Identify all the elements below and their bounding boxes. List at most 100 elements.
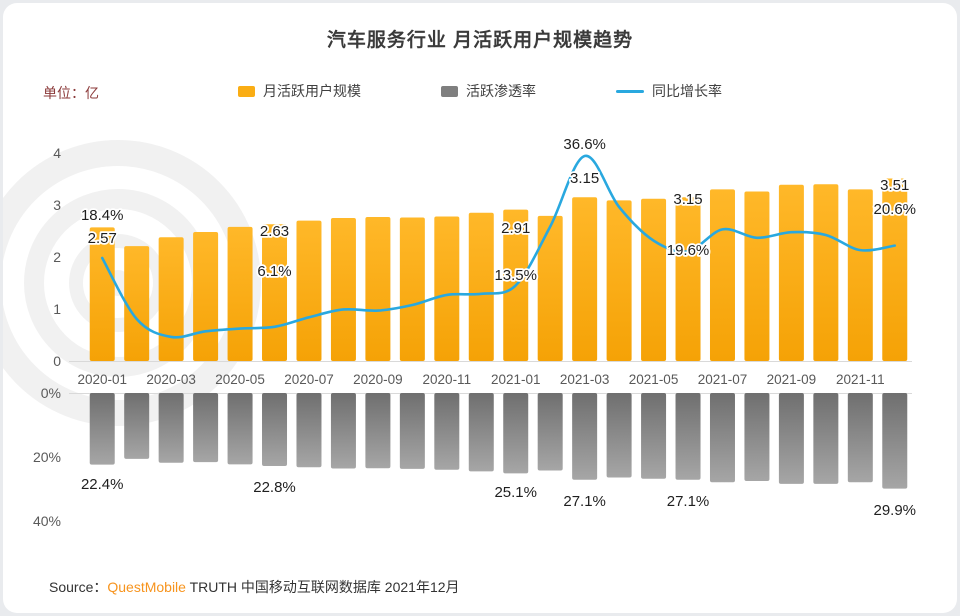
penetration-bar — [227, 393, 253, 465]
penetration-bar — [330, 393, 356, 469]
trend-chart: 4 3 2 1 0 0% 20% 40% 2020-01 2020-03 2020-05 2020-0… — [3, 134, 918, 529]
mau-bar — [365, 216, 391, 361]
mau-bar — [124, 246, 150, 361]
mau-bar — [399, 217, 425, 361]
penetration-bar — [641, 393, 667, 479]
x-axis-label: 2021-01 — [491, 372, 541, 387]
penetration-label: 25.1% — [494, 484, 537, 501]
mau-label: 2.91 — [501, 220, 530, 237]
mau-bar — [675, 197, 701, 361]
penetration-bar — [365, 393, 391, 469]
penetration-bar — [193, 393, 219, 463]
growth-label: 20.6% — [873, 201, 916, 218]
x-axis-label: 2020-09 — [353, 372, 403, 387]
mau-bar — [744, 191, 770, 361]
source-line: Source：QuestMobile TRUTH 中国移动互联网数据库 2021… — [49, 577, 460, 597]
penetration-bar — [572, 393, 598, 480]
report-card: 4 3 2 1 0 0% 20% 40% 2020-01 2020-03 2020-05 2020-0… — [3, 3, 957, 613]
growth-line-swatch-icon — [616, 89, 644, 93]
penetration-bar — [89, 393, 115, 465]
penetration-bar — [847, 393, 873, 483]
legend-item-mau: 月活跃用户规模 — [238, 81, 361, 101]
mau-bar — [847, 189, 873, 361]
bottom-y-tick: 20% — [33, 449, 61, 465]
penetration-label: 27.1% — [667, 493, 710, 510]
x-axis-label: 2021-05 — [629, 372, 679, 387]
mau-bar — [537, 215, 563, 361]
source-rest: TRUTH 中国移动互联网数据库 2021年12月 — [185, 579, 460, 595]
bottom-y-tick: 40% — [33, 513, 61, 529]
penetration-bar — [296, 393, 322, 468]
x-axis-label: 2020-11 — [423, 372, 472, 387]
legend-label-growth: 同比增长率 — [652, 83, 722, 99]
x-axis-label: 2020-07 — [284, 372, 334, 387]
mau-bar — [778, 184, 804, 361]
mau-label: 2.57 — [88, 230, 117, 247]
x-axis-label: 2021-03 — [560, 372, 610, 387]
growth-label: 19.6% — [667, 242, 710, 259]
mau-label: 3.15 — [570, 170, 599, 187]
penetration-label: 22.4% — [81, 476, 124, 493]
mau-bar — [641, 198, 667, 361]
penetration-bar — [537, 393, 563, 471]
mau-bar — [709, 189, 735, 361]
top-y-tick: 1 — [53, 301, 61, 317]
top-y-tick: 2 — [53, 249, 61, 265]
penetration-bar-swatch-icon — [441, 85, 458, 97]
growth-line — [100, 154, 897, 339]
penetration-bar — [468, 393, 494, 472]
penetration-bar — [262, 393, 288, 466]
mau-bar — [468, 212, 494, 361]
source-brand: QuestMobile — [107, 579, 186, 595]
growth-label: 6.1% — [257, 263, 291, 280]
mau-bar — [89, 227, 115, 361]
penetration-bar — [813, 393, 839, 484]
penetration-label: 22.8% — [253, 479, 296, 496]
penetration-bar — [882, 393, 908, 489]
growth-label: 18.4% — [81, 207, 124, 224]
penetration-bar — [503, 393, 529, 474]
growth-label: 13.5% — [494, 267, 537, 284]
source-prefix: Source： — [49, 579, 108, 595]
penetration-label: 27.1% — [563, 493, 606, 510]
mau-bar — [606, 200, 632, 361]
mau-bar — [158, 237, 184, 361]
mau-bar — [882, 178, 908, 361]
growth-label: 36.6% — [563, 136, 606, 153]
legend-label-penetration: 活跃渗透率 — [466, 83, 536, 99]
x-axis-label: 2020-05 — [215, 372, 265, 387]
mau-bar-swatch-icon — [238, 85, 255, 97]
penetration-bar — [434, 393, 460, 470]
x-axis-label: 2021-09 — [767, 372, 817, 387]
mau-bar — [434, 216, 460, 361]
top-y-tick: 4 — [53, 145, 61, 161]
x-axis-label: 2021-07 — [698, 372, 748, 387]
top-y-tick: 3 — [53, 197, 61, 213]
mau-bar — [262, 224, 288, 361]
legend-item-penetration: 活跃渗透率 — [441, 81, 536, 101]
mau-bar — [227, 226, 253, 361]
x-axis-label: 2020-01 — [77, 372, 127, 387]
penetration-bar — [606, 393, 632, 478]
mau-label: 2.63 — [260, 223, 289, 240]
mau-bar — [193, 232, 219, 361]
penetration-bar — [399, 393, 425, 469]
mau-bar — [813, 184, 839, 361]
bottom-y-tick: 0% — [41, 385, 61, 401]
penetration-bar — [709, 393, 735, 483]
legend-label-mau: 月活跃用户规模 — [263, 83, 361, 99]
penetration-bar — [124, 393, 150, 459]
mau-bar — [572, 197, 598, 361]
x-axis-label: 2021-11 — [836, 372, 885, 387]
mau-bar — [296, 220, 322, 361]
penetration-bar — [778, 393, 804, 484]
penetration-bar — [675, 393, 701, 480]
top-y-tick: 0 — [53, 353, 61, 369]
mau-bar — [330, 218, 356, 361]
penetration-bar — [744, 393, 770, 481]
chart-legend: 月活跃用户规模 活跃渗透率 同比增长率 — [3, 81, 957, 101]
mau-label: 3.51 — [880, 177, 909, 194]
legend-item-growth: 同比增长率 — [616, 81, 722, 101]
mau-label: 3.15 — [673, 191, 702, 208]
